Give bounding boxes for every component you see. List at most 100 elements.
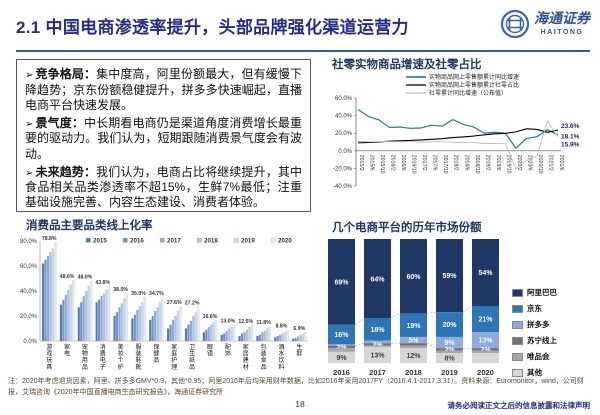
value-label: 48.6%: [60, 274, 75, 280]
segment-label: 16%: [334, 332, 349, 339]
legend-label: 苏宁线上: [527, 336, 557, 345]
bar-2020: [179, 306, 182, 342]
segment-label: 60%: [406, 274, 421, 281]
segment-label: 2%: [336, 344, 347, 351]
bar-2017: [46, 256, 49, 341]
legend-swatch: [233, 237, 239, 243]
value-label: 27.2%: [185, 301, 200, 307]
insight-text: 集中度高，阿里份额最大，但有缓慢下降趋势；京东份额稳健提升，拼多多快速崛起，直播…: [25, 67, 302, 112]
category-penetration-chart-plot: 80.0% 60.0% 40.0% 20.0% 0.0% 2015 2016 2017 2018…: [20, 236, 308, 371]
y-tick-label: 60.0%: [20, 264, 38, 270]
haitong-logo-icon: [500, 9, 530, 39]
segment-阿里巴巴: [364, 239, 391, 319]
bar-2017: [118, 307, 121, 341]
bar-2015: [274, 337, 277, 341]
platform-share-chart: 几个电商平台的历年市场份额 69% 16% 2% 9% 2016 64% 18% 2% 13% 2…: [318, 219, 598, 381]
segment-label: 13%: [478, 338, 493, 345]
legend-swatch: [196, 237, 202, 243]
segment-苏宁线上: [400, 343, 427, 346]
x-tick-label: 2018/2: [453, 155, 459, 171]
y-tick-label: 20.0%: [335, 131, 353, 137]
bar-2020: [286, 329, 289, 342]
segment-label: 13%: [370, 353, 385, 360]
insight-text: 中长期看电商仍是渠道角度消费增长最重要的驱动力。我们认为，短期跟随消费景气度会有…: [25, 115, 302, 161]
category-label: 配饰: [225, 344, 231, 358]
platform-share-chart-plot: 69%16%2%9%201664%18%2%13%201760%19%5%12%…: [328, 239, 499, 377]
bar-2020: [161, 297, 164, 342]
bar-2018: [102, 293, 106, 342]
insight-item-future: ➢ 未来趋势：我们认为，电商占比将继续提升，其中食品相关品类渗透率不超15%，生鲜…: [25, 165, 302, 211]
y-tick-label: 60.0%: [335, 96, 353, 102]
legend-swatch: [512, 288, 523, 297]
end-value-label: 23.6%: [561, 123, 580, 130]
insight-text: 我们认为，电商占比将继续提升，其中食品相关品类渗透率不超15%，生鲜7%最低；注…: [25, 164, 302, 210]
segment-阿里巴巴: [400, 239, 427, 314]
segment-唯品会: [436, 350, 463, 354]
bar-2020: [304, 332, 307, 342]
bar-2015: [59, 304, 62, 341]
platform-share-chart-title: 几个电商平台的历年市场份额: [332, 222, 482, 234]
segment-唯品会: [472, 350, 499, 354]
value-label: 11.8%: [256, 320, 271, 326]
x-tick-label: 2015/10: [379, 155, 385, 174]
x-tick-label: 2019/6: [495, 155, 501, 171]
segment-label: 64%: [370, 276, 385, 283]
segment-label: 21%: [478, 317, 493, 324]
y-tick-label: 0.0%: [23, 339, 37, 345]
bar-2019: [283, 332, 287, 342]
segment-京东: [400, 313, 427, 337]
bar-2017: [279, 334, 282, 341]
end-value-label: 15.9%: [561, 141, 580, 148]
bar-2018: [67, 289, 70, 342]
segment-苏宁线上: [364, 343, 391, 346]
page-title: 2.1 中国电商渗透率提升，头部品牌强化渠道运营力: [16, 18, 409, 37]
bar-2018: [299, 335, 302, 342]
bar-2019: [301, 333, 305, 342]
x-tick-label: 2015/2: [358, 155, 364, 171]
bar-2019: [140, 302, 144, 342]
segment-苏宁线上: [472, 348, 499, 351]
bar-2015: [238, 336, 241, 341]
bar-2015: [167, 328, 170, 341]
legend-label: 实物商品网上零售额累计社零占比: [429, 81, 519, 89]
y-tick-label: 0.0%: [338, 149, 352, 155]
category-label: 眼镜: [207, 344, 213, 358]
haitong-logo: 海通证券 HAITONG: [500, 9, 590, 39]
segment-label: 20%: [442, 322, 457, 329]
bar-2016: [98, 299, 101, 341]
legend-swatch: [512, 368, 523, 377]
logo-name-en: HAITONG: [540, 28, 584, 36]
bar-2016: [62, 299, 65, 341]
category-label: 服装鞋靴: [136, 344, 142, 371]
header: 2.1 中国电商渗透率提升，头部品牌强化渠道运营力 海通证券 HAITONG: [16, 9, 590, 39]
value-label: 27.6%: [167, 300, 182, 306]
x-tick-label: 2016/6: [400, 155, 406, 171]
value-label: 43.8%: [95, 280, 110, 286]
y-tick-label: 40.0%: [335, 114, 353, 120]
bar-2018: [138, 305, 141, 342]
segment-label: 18%: [370, 327, 385, 334]
insight-label: 未来趋势：: [35, 164, 97, 179]
value-label: 48.0%: [78, 275, 93, 281]
legend-label: 阿里巴巴: [527, 288, 557, 297]
bar-2017: [136, 309, 139, 341]
y-tick-label: 40.0%: [20, 289, 38, 295]
bar-2020: [107, 286, 111, 342]
segment-label: 2%: [480, 347, 491, 354]
year-label: 2020: [477, 368, 494, 377]
segment-京东: [328, 324, 355, 345]
disclaimer: 请务必阅读正文之后的信息披露和法律声明: [447, 401, 591, 410]
bar-2018: [263, 330, 266, 342]
page-number: 18: [295, 399, 305, 409]
bar-2017: [189, 321, 192, 341]
category-label: 宠物用品: [82, 343, 88, 371]
segment-label: 8%: [444, 356, 455, 363]
x-tick-label: 2021/2: [547, 155, 553, 171]
year-label: 2018: [405, 368, 422, 377]
legend-item-其他: 其他: [512, 367, 557, 378]
bar-2015: [42, 263, 45, 341]
bar-2017: [171, 319, 175, 341]
x-tick-label: 2018/6: [463, 155, 469, 171]
bar-2018: [49, 252, 52, 342]
header-divider: [16, 50, 590, 52]
